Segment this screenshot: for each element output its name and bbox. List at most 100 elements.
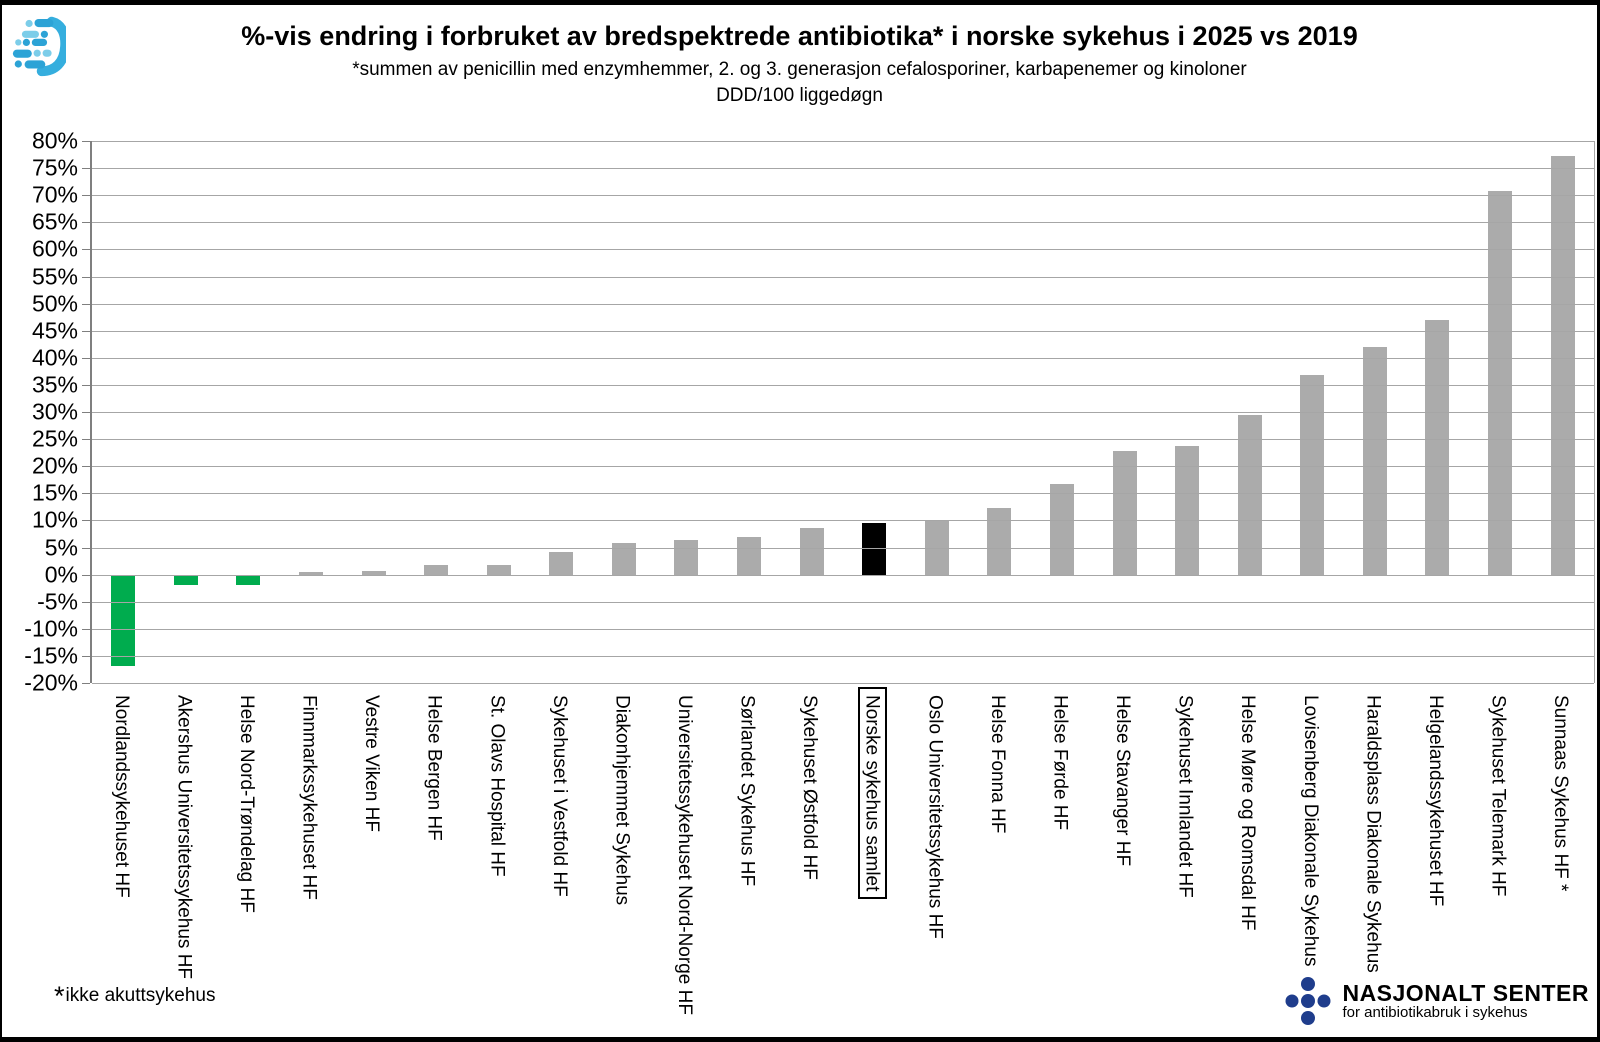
x-axis-label-highlighted: Norske sykehus samlet (857, 687, 887, 900)
bar (1425, 319, 1450, 575)
bar (1488, 190, 1512, 575)
bar-slot (968, 141, 1031, 683)
x-axis-label: Helse Stavanger HF (1112, 695, 1134, 867)
bar-slot (467, 141, 530, 683)
bar (549, 551, 574, 575)
footnote: *ikke akuttsykehus (54, 981, 215, 1012)
bar (173, 574, 198, 586)
bar (737, 536, 762, 575)
gridline (92, 683, 1594, 684)
bar-slot (1406, 141, 1469, 683)
bar-slot (906, 141, 969, 683)
gridline (92, 195, 1594, 197)
plot-area: 80% 75% 70% 65% 60% 55% 50% 45% 40% 35% 30% 25% 20% 1… (24, 128, 1595, 696)
bar (236, 574, 261, 585)
x-label-slot: Lovisenberg Diakonale Sykehus (1279, 693, 1342, 1033)
y-axis-tick (82, 141, 90, 142)
x-label-slot: Sunnaas Sykehus HF * (1529, 693, 1592, 1033)
y-axis-tick (82, 357, 90, 359)
x-label-slot: Norske sykehus samlet (841, 687, 904, 1033)
branding-tagline: for antibiotikabruk i sykehus (1342, 1004, 1528, 1022)
y-axis-tick (82, 628, 90, 630)
y-axis-tick-label: 65% (31, 208, 78, 235)
gridline (92, 439, 1594, 441)
y-axis-tick (82, 655, 90, 657)
x-axis-label: Lovisenberg Diakonale Sykehus (1299, 695, 1321, 967)
footnote-asterisk: * (54, 981, 65, 1011)
bar-slot (655, 141, 718, 683)
x-axis-label: Helse Førde HF (1049, 695, 1071, 831)
x-axis-label: Haraldsplass Diakonale Sykehus (1362, 695, 1384, 973)
gridline (92, 520, 1594, 522)
bar (1049, 483, 1074, 575)
y-axis-tick-label: -5% (37, 588, 78, 615)
gridline (92, 330, 1594, 332)
y-axis-tick-label: 30% (31, 398, 78, 425)
y-axis-tick-label: 25% (31, 425, 78, 452)
bar (1300, 375, 1325, 575)
gridline (92, 276, 1594, 278)
bar-slot (1531, 141, 1594, 683)
x-label-slot: Helse Bergen HF (403, 693, 466, 1033)
x-axis-label: St. Olavs Hospital HF (486, 695, 508, 877)
y-axis-tick (82, 683, 90, 684)
gridline (92, 628, 1594, 630)
x-label-slot: Sørlandet Sykehus HF (716, 693, 779, 1033)
x-axis-label: Sunnaas Sykehus HF * (1550, 695, 1572, 892)
x-label-slot: Helse Fonna HF (966, 693, 1029, 1033)
bar (674, 539, 699, 575)
x-label-slot: Helgelandssykehuset HF (1404, 693, 1467, 1033)
x-axis-label: Helgelandssykehuset HF (1424, 695, 1446, 907)
y-axis-tick (82, 384, 90, 386)
gridline (92, 493, 1594, 495)
x-label-slot: Finnmarkssykehuset HF (278, 693, 341, 1033)
footnote-text: ikke akuttsykehus (65, 985, 216, 1006)
bar (1550, 155, 1575, 575)
y-axis-tick (82, 466, 90, 468)
bar (799, 527, 824, 575)
y-axis-tick (82, 276, 90, 278)
x-label-slot: Helse Nord-Trøndelag HF (215, 693, 278, 1033)
y-axis-tick-label: 55% (31, 263, 78, 289)
y-axis-tick (82, 330, 90, 332)
chart-subtitle: *summen av penicillin med enzymhemmer, 2… (352, 59, 1247, 80)
gridline (92, 466, 1594, 468)
gridline (92, 655, 1594, 657)
y-axis-tick (82, 601, 90, 603)
x-axis-label: Sørlandet Sykehus HF (736, 695, 758, 887)
x-axis-label: Sykehuset Innlandet HF (1174, 695, 1196, 898)
y-axis-tick-label: 80% (31, 127, 78, 154)
x-axis-label: Nordlandssykehuset HF (110, 695, 132, 898)
x-label-slot: Universitetssykehuset Nord-Norge HF (653, 693, 716, 1033)
x-label-slot: Nordlandssykehuset HF (90, 693, 153, 1033)
bar-slot (1281, 141, 1344, 683)
y-axis-tick (82, 195, 90, 197)
y-axis-tick-label: 20% (31, 452, 78, 479)
x-axis-labels: Nordlandssykehuset HF Akershus Universite… (90, 687, 1592, 1033)
bar-slot (217, 141, 280, 683)
bar-slot (718, 141, 781, 683)
dot-cross-logo-icon (1285, 977, 1331, 1025)
y-axis-tick (82, 249, 90, 251)
gridline (92, 249, 1594, 251)
x-axis-label: Sykehuset Telemark HF (1487, 695, 1509, 897)
gridline (92, 357, 1594, 359)
branding-name: NASJONALT SENTER (1342, 980, 1589, 1007)
bar (111, 574, 136, 666)
bar-slot (1469, 141, 1532, 683)
x-axis-label: Helse Møre og Romsdal HF (1237, 695, 1259, 931)
y-axis-tick-label: 45% (31, 317, 78, 344)
x-axis-label: Universitetssykehuset Nord-Norge HF (673, 695, 695, 1015)
bar-slot (1031, 141, 1094, 683)
y-axis-tick (82, 547, 90, 549)
bar (862, 523, 887, 575)
bar-slot (92, 141, 155, 683)
x-label-slot: Haraldsplass Diakonale Sykehus (1342, 693, 1405, 1033)
y-axis-tick-label: 35% (31, 371, 78, 398)
gridline (92, 141, 1594, 142)
y-axis-tick-label: -15% (24, 642, 78, 669)
x-axis-label: Helse Fonna HF (986, 695, 1008, 834)
bar-slot (342, 141, 405, 683)
y-axis-tick-label: 75% (31, 154, 78, 181)
bar (299, 571, 324, 575)
